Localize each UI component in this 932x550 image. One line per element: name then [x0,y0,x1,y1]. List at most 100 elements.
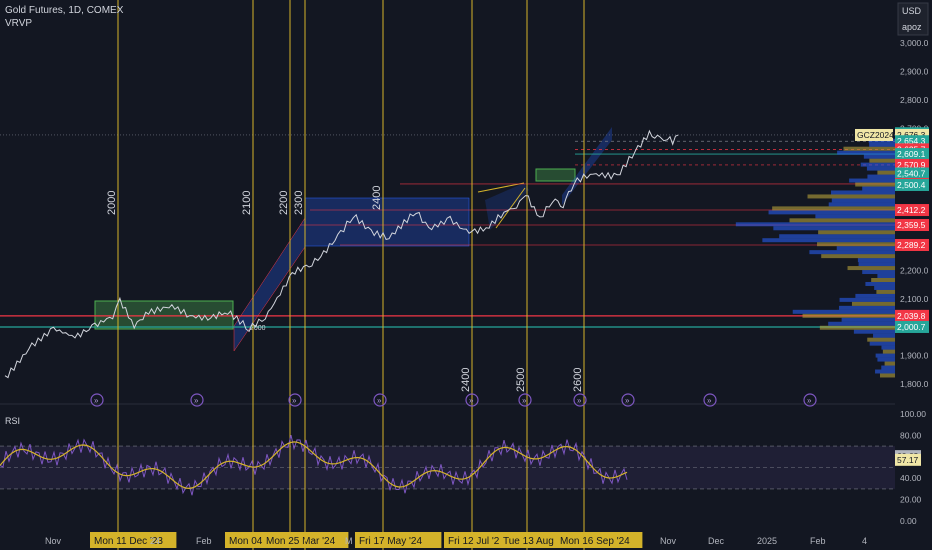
channel [485,183,529,230]
price-tick: 2,900.0 [900,66,929,76]
event-icon-glyph: » [707,396,712,405]
symbol-tag-bg [855,128,893,141]
rsi-tick: 80.00 [900,430,922,440]
volume-profile-bar [768,210,895,215]
marker-value-label: 2500 [515,368,527,392]
volume-profile-bar [779,234,895,239]
volume-profile-bar [836,246,895,251]
volume-profile-bar [831,198,895,203]
rsi-tag-bg [895,453,921,466]
range-box [535,168,576,182]
volume-profile-bar [849,178,895,183]
marker-value-label: 2400 [371,186,383,210]
marker-value-label: 2100 [241,191,253,215]
marker-value-label: 2400 [460,368,472,392]
volume-profile-bar [807,194,895,199]
volume-profile-bar [876,289,895,294]
event-icon-glyph: » [377,396,382,405]
volume-profile-bar [867,174,895,179]
price-tag-bg [895,320,929,333]
volume-profile-bar [862,270,895,275]
date-tag-label: Fri 12 Jul '24 [448,536,505,547]
event-icon [90,393,104,407]
volume-profile-bar [881,345,895,350]
rsi-tick: 100.00 [900,409,926,419]
volume-profile-bar [817,242,895,247]
level-label: 2000 [250,325,266,332]
rsi-tick: 20.00 [900,495,922,505]
date-tag-bg [355,532,442,548]
event-icon-glyph: » [625,396,630,405]
volume-profile-bar [851,301,895,306]
price-tag-label: 2,359.5 [897,220,926,230]
volume-profile-bar [863,154,895,159]
range-box [94,300,234,330]
date-tag-label: Mon 16 Sep '24 [560,536,630,547]
volume-profile-bar [831,190,895,195]
marker-value-label: 2200 [278,191,290,215]
date-tag-bg [556,532,643,548]
channel [562,127,612,205]
price-tick: 1,900.0 [900,351,929,361]
volume-profile-bar [875,353,895,358]
price-tag-label: 2,412.2 [897,205,926,215]
volume-profile-bar [860,162,895,167]
volume-profile-bar [877,274,895,279]
volume-profile-bar [789,218,895,223]
price-tick: 2,100.0 [900,294,929,304]
time-tick: M [345,536,353,546]
event-icon [621,393,635,407]
price-tick: 2,800.0 [900,95,929,105]
volume-profile-bar [855,182,895,187]
event-icon [465,393,479,407]
rsi-title: RSI [5,416,20,426]
price-tag-label: 2,039.8 [897,311,926,321]
volume-profile-bar [873,333,895,338]
time-tick: 2025 [757,536,777,546]
volume-profile-bar [877,170,895,175]
price-tag-label: 2,540.7 [897,169,926,179]
volume-profile-bar [837,150,895,155]
price-tag-bg [895,148,929,161]
trend-line [477,182,525,193]
price-tag-label: 2,500.4 [897,180,926,190]
channel [233,217,306,352]
time-tick: 4 [862,536,867,546]
volume-profile-bar [865,281,895,286]
date-tag-label: Fri 17 May '24 [359,536,422,547]
date-tag-label: Mon 04 M [229,536,273,547]
price-tag-bg [895,219,929,232]
price-tag-bg [895,178,929,191]
volume-profile-bar [828,321,895,326]
volume-profile-bar [828,202,895,207]
volume-profile-bar [843,146,895,151]
user-label: apoz [902,22,922,32]
volume-profile-bar [839,297,895,302]
marker-value-label: 2600 [572,368,584,392]
volume-profile-bar [847,266,895,271]
volume-profile-bar [879,373,895,378]
event-icon-glyph: » [94,396,99,405]
trend-line [495,187,526,229]
event-icon [803,393,817,407]
event-icon [573,393,587,407]
price-tag-bg [895,204,929,217]
chart-title: Gold Futures, 1D, COMEX [5,5,124,16]
rsi-ma-line [0,441,628,490]
event-icon-glyph: » [522,396,527,405]
volume-profile-bar [884,361,895,366]
volume-profile-bar [871,277,895,282]
volume-profile-bar [858,262,895,267]
event-icon-glyph: » [469,396,474,405]
volume-profile-bar [792,309,895,314]
rsi-tag-label: 57.17 [897,455,919,465]
price-tick: 3,000.0 [900,38,929,48]
price-tag-bg [895,309,929,322]
indicator-label: VRVP [5,18,33,29]
symbol-tag-label: GCZ2024 [857,130,894,140]
volume-profile-bar [866,166,895,171]
event-icon-glyph: » [807,396,812,405]
currency-box [897,2,929,36]
